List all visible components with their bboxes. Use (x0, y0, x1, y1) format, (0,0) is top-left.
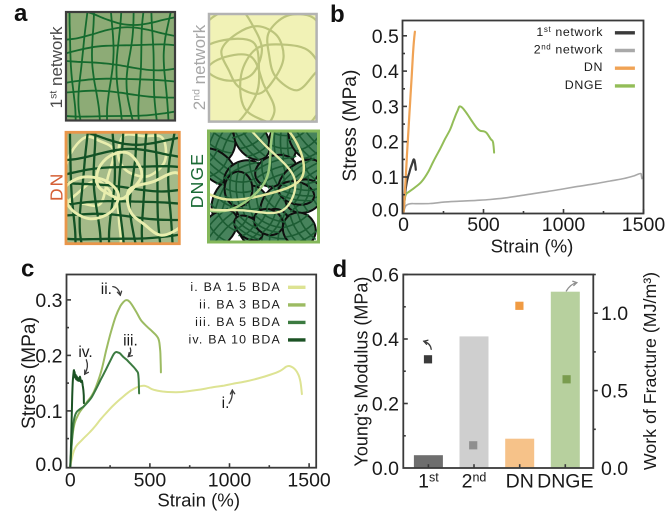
svg-text:0: 0 (65, 470, 76, 492)
svg-text:Work of Fracture (MJ/m³): Work of Fracture (MJ/m³) (640, 272, 660, 470)
svg-text:1st network: 1st network (536, 25, 603, 39)
svg-text:DN: DN (584, 60, 603, 74)
svg-text:DNGE: DNGE (187, 153, 207, 208)
svg-text:2nd network: 2nd network (190, 24, 209, 110)
svg-text:2nd network: 2nd network (534, 43, 603, 57)
svg-text:1000: 1000 (542, 214, 586, 236)
svg-text:0.4: 0.4 (372, 61, 399, 83)
svg-text:0.0: 0.0 (601, 458, 628, 480)
svg-text:0.6: 0.6 (372, 265, 399, 287)
svg-text:1st network: 1st network (47, 26, 66, 108)
svg-text:500: 500 (467, 214, 500, 236)
svg-text:0.3: 0.3 (372, 96, 399, 118)
svg-text:Strain (%): Strain (%) (491, 236, 574, 257)
svg-text:DNGE: DNGE (565, 78, 603, 92)
svg-text:Stress (MPa): Stress (MPa) (19, 317, 40, 429)
svg-text:500: 500 (134, 470, 167, 492)
svg-text:ii. BA 3 BDA: ii. BA 3 BDA (199, 298, 281, 312)
svg-text:0.3: 0.3 (35, 290, 62, 312)
svg-text:0.0: 0.0 (372, 199, 399, 221)
svg-text:0.2: 0.2 (35, 345, 62, 367)
svg-text:i.: i. (222, 395, 230, 412)
svg-text:0.5: 0.5 (601, 381, 628, 403)
svg-text:b: b (330, 1, 345, 28)
svg-text:1000: 1000 (208, 470, 252, 492)
svg-text:0.2: 0.2 (372, 132, 399, 154)
svg-text:iii.: iii. (123, 332, 138, 349)
svg-text:Strain (%): Strain (%) (157, 490, 240, 511)
svg-text:0.2: 0.2 (372, 394, 399, 416)
svg-text:0: 0 (398, 214, 409, 236)
svg-text:c: c (21, 256, 34, 283)
svg-text:iv. BA 10 BDA: iv. BA 10 BDA (188, 333, 281, 347)
svg-text:0.0: 0.0 (35, 454, 62, 476)
svg-text:i. BA 1.5 BDA: i. BA 1.5 BDA (190, 280, 281, 294)
svg-text:iv.: iv. (78, 344, 92, 361)
svg-text:0.4: 0.4 (372, 329, 399, 351)
svg-text:d: d (333, 256, 348, 283)
svg-text:DN: DN (46, 172, 66, 201)
svg-text:DN: DN (506, 471, 534, 493)
svg-text:0.0: 0.0 (372, 458, 399, 480)
svg-text:Stress (MPa): Stress (MPa) (340, 70, 361, 182)
svg-text:iii. BA 5 BDA: iii. BA 5 BDA (195, 315, 281, 329)
svg-text:0.1: 0.1 (372, 167, 399, 189)
svg-text:0.5: 0.5 (372, 26, 399, 48)
svg-text:1.0: 1.0 (601, 303, 628, 325)
svg-text:DNGE: DNGE (537, 471, 593, 493)
svg-text:ii.: ii. (101, 281, 112, 298)
svg-text:1500: 1500 (622, 214, 666, 236)
svg-text:0.1: 0.1 (35, 401, 62, 423)
svg-text:Young's Modulus (MPa): Young's Modulus (MPa) (351, 277, 371, 467)
svg-text:1500: 1500 (287, 470, 331, 492)
svg-text:a: a (14, 0, 28, 27)
